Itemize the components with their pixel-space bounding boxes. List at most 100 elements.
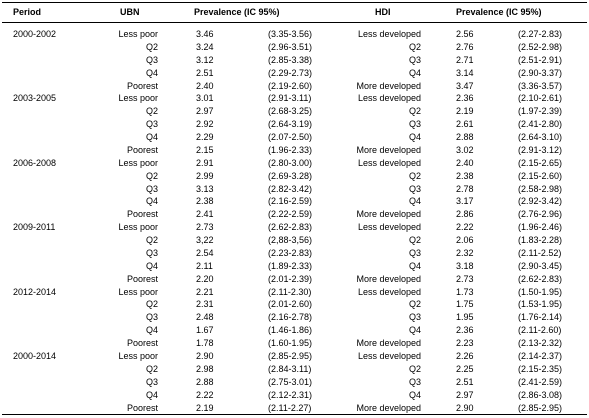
hdi: Less developed <box>357 93 421 104</box>
period: 2000-2002 <box>13 29 57 39</box>
prevalence: 2.99 <box>196 170 214 181</box>
prevalence: 2.32 <box>456 247 474 258</box>
prevalence: 2.90 <box>456 402 474 413</box>
ubn: Q3 <box>145 119 158 130</box>
ci: (2.69-3.28) <box>268 170 313 181</box>
ci: (2.11-2.27) <box>268 402 312 413</box>
bottom-rule <box>2 414 587 415</box>
hdi: Q4 <box>408 260 421 271</box>
prevalence: 2.98 <box>196 363 214 374</box>
prevalence: 3.24 <box>196 41 214 52</box>
hdi: More developed <box>356 80 421 91</box>
prevalence: 1.73 <box>456 286 474 297</box>
prevalence: 2.78 <box>456 183 474 194</box>
prevalence: 2.19 <box>196 402 214 413</box>
prevalence: 2.48 <box>196 312 214 323</box>
prevalence: 1.95 <box>456 312 474 323</box>
prevalence: 2.51 <box>196 67 214 78</box>
prevalence: 3,22 <box>196 235 214 246</box>
ci: (2.84-3.11) <box>268 363 312 374</box>
ci: (2.75-3.01) <box>268 376 313 387</box>
ci: (1.96-2.46) <box>518 222 563 233</box>
ci: (2.51-2.91) <box>518 54 563 65</box>
hdi: Q3 <box>408 247 421 258</box>
prevalence: 2.91 <box>196 157 214 168</box>
prevalence: 2.06 <box>456 235 474 246</box>
ubn: Q3 <box>145 247 158 258</box>
prevalence: 2.22 <box>196 389 214 400</box>
prevalence: 2.92 <box>196 119 214 130</box>
ubn: Q3 <box>145 183 158 194</box>
hdi: Less developed <box>357 351 421 361</box>
ci: (1.96-2.33) <box>268 144 313 155</box>
hdi: More developed <box>356 402 421 413</box>
prevalence: 2.73 <box>456 273 474 284</box>
ci: (1.89-2.33) <box>268 260 313 271</box>
ubn: Q2 <box>145 170 158 181</box>
hdi: Q3 <box>408 312 421 323</box>
ubn: Q4 <box>145 196 158 207</box>
prevalence: 2.36 <box>456 325 474 336</box>
ci: (1.60-1.95) <box>268 338 313 349</box>
hdi: Less developed <box>357 29 421 39</box>
ci: (1.97-2.39) <box>518 106 563 117</box>
ubn: Q4 <box>145 260 158 271</box>
top-rule <box>2 2 587 3</box>
hdi: More developed <box>356 273 421 284</box>
ubn: Q4 <box>145 389 158 400</box>
prevalence: 2.76 <box>456 41 474 52</box>
hdi: More developed <box>356 209 421 220</box>
ubn: Less poor <box>118 29 158 39</box>
ubn: Q2 <box>145 106 158 117</box>
hdi: Q4 <box>408 132 421 143</box>
prevalence: 2.40 <box>456 157 474 168</box>
hdi: Less developed <box>357 157 421 168</box>
ubn: Poorest <box>126 402 158 413</box>
prevalence: 2.22 <box>456 222 474 233</box>
prevalence: 2.20 <box>196 273 214 284</box>
hdi: Q2 <box>408 106 421 117</box>
ci: (2.64-3.10) <box>518 132 563 143</box>
ci: (2.68-3.25) <box>268 106 313 117</box>
ubn: Less poor <box>118 286 158 297</box>
ubn: Poorest <box>126 144 158 155</box>
ci: (2.96-3.51) <box>268 41 313 52</box>
ci: (2.19-2.60) <box>268 80 313 91</box>
ci: (2.62-2.83) <box>268 222 313 233</box>
prevalence: 1.75 <box>456 299 474 310</box>
ci: (2.64-3.19) <box>268 119 313 130</box>
ci: (2.76-2.96) <box>518 209 563 220</box>
ubn: Q2 <box>145 363 158 374</box>
ubn: Less poor <box>118 351 158 361</box>
prevalence: 2.90 <box>196 351 214 361</box>
ci: (2.12-2.31) <box>268 389 313 400</box>
header-hdi: HDI <box>375 7 391 17</box>
ubn: Q3 <box>145 54 158 65</box>
ubn: Poorest <box>126 338 158 349</box>
prevalence: 2.56 <box>456 29 474 39</box>
ci: (2.92-3.42) <box>518 196 563 207</box>
ci: (2,88-3,56) <box>268 235 313 246</box>
prevalence: 3.18 <box>456 260 474 271</box>
prevalence: 3.12 <box>196 54 214 65</box>
prevalence: 2.15 <box>196 144 214 155</box>
prevalence: 2.88 <box>196 376 214 387</box>
ubn: Q2 <box>145 299 158 310</box>
ci: (2.85-3.38) <box>268 54 313 65</box>
ci: (2.41-2.80) <box>518 119 563 130</box>
ci: (2.91-3.11) <box>268 93 312 104</box>
ubn: Poorest <box>126 80 158 91</box>
hdi: Q4 <box>408 196 421 207</box>
hdi: More developed <box>356 144 421 155</box>
ci: (2.90-3.37) <box>518 67 563 78</box>
ci: (1.83-2.28) <box>518 235 563 246</box>
hdi: Q2 <box>408 170 421 181</box>
ci: (2.01-2.60) <box>268 299 313 310</box>
hdi: More developed <box>356 338 421 349</box>
ci: (2.82-3.42) <box>268 183 313 194</box>
ci: (2.85-2.95) <box>268 351 313 361</box>
prevalence: 2.41 <box>196 209 214 220</box>
hdi: Q3 <box>408 119 421 130</box>
ubn: Less poor <box>118 222 158 233</box>
ubn: Poorest <box>126 273 158 284</box>
